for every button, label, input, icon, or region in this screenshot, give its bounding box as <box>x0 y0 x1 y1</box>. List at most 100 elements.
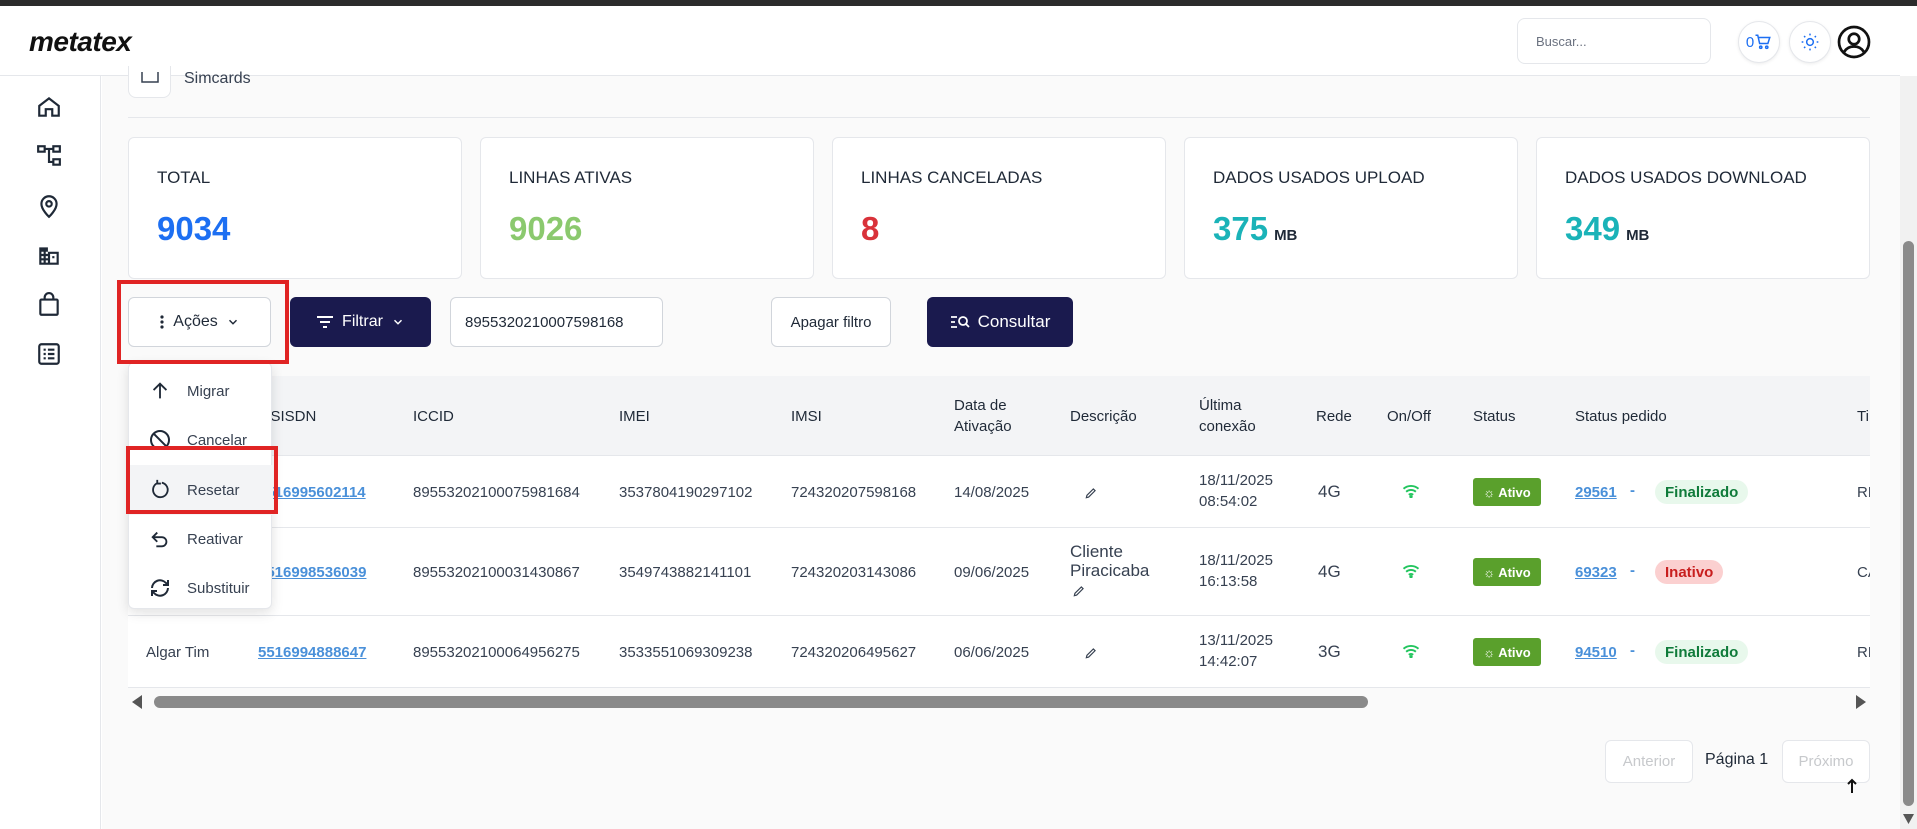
msisdn-link[interactable]: 5516995602114 <box>258 484 366 501</box>
horizontal-scrollbar[interactable] <box>128 690 1870 714</box>
imsi-cell: 724320206495627 <box>791 644 917 661</box>
th-status-pedido[interactable]: Status pedido <box>1575 408 1667 425</box>
hierarchy-icon[interactable] <box>36 143 62 169</box>
reset-icon <box>147 477 173 503</box>
th-rede[interactable]: Rede <box>1316 408 1352 425</box>
th-ti[interactable]: Ti <box>1857 408 1869 425</box>
acoes-button[interactable]: Ações <box>128 297 271 347</box>
pagination-prev-button[interactable]: Anterior <box>1605 740 1693 783</box>
th-ativacao[interactable]: Data de Ativação <box>954 395 1012 437</box>
msisdn-link[interactable]: 5516998536039 <box>258 564 367 581</box>
menu-item-reativar[interactable]: Reativar <box>129 514 273 564</box>
wifi-icon <box>1402 564 1420 578</box>
theme-toggle-button[interactable] <box>1789 21 1831 63</box>
scroll-right-icon[interactable] <box>1854 695 1866 709</box>
card-dados-download: DADOS USADOS DOWNLOAD 349 MB <box>1536 137 1870 279</box>
pagination-next-button[interactable]: Próximo <box>1782 740 1870 783</box>
filtrar-button[interactable]: Filtrar <box>290 297 431 347</box>
breadcrumb-title: Simcards <box>184 70 251 87</box>
card-value-number: 9034 <box>157 210 231 247</box>
scroll-top-arrow-icon[interactable] <box>1846 778 1858 794</box>
location-pin-icon[interactable] <box>36 193 62 219</box>
card-value-number: 375 <box>1213 210 1269 247</box>
edit-pencil-icon[interactable] <box>1084 486 1098 500</box>
wifi-icon <box>1402 484 1420 498</box>
status-label: Ativo <box>1498 484 1531 500</box>
cart-button[interactable]: 0 <box>1738 21 1780 63</box>
pedido-link[interactable]: 94510 <box>1575 644 1617 661</box>
acoes-label: Ações <box>173 313 218 330</box>
table-row[interactable]: Algar Tim 5516994888647 8955320210006495… <box>128 616 1870 688</box>
edit-pencil-icon[interactable] <box>1072 584 1086 598</box>
card-title: LINHAS ATIVAS <box>509 168 633 187</box>
card-value: 8 <box>861 210 879 248</box>
conexao-cell: 13/11/2025 14:42:07 <box>1199 630 1273 672</box>
ti-cell: RE <box>1857 644 1870 661</box>
horizontal-scroll-thumb[interactable] <box>154 696 1368 708</box>
undo-icon <box>147 526 173 552</box>
vertical-scrollbar[interactable] <box>1900 76 1917 829</box>
highlight-box-resetar <box>126 446 278 514</box>
acoes-dropdown-menu: Migrar Cancelar Resetar Reativar Substit… <box>128 362 273 609</box>
scroll-left-icon[interactable] <box>132 695 144 709</box>
menu-item-substituir[interactable]: Substituir <box>129 563 273 613</box>
list-icon[interactable] <box>36 341 62 367</box>
conexao-time: 14:42:07 <box>1199 653 1258 670</box>
th-onoff[interactable]: On/Off <box>1387 408 1431 425</box>
filter-input[interactable] <box>450 297 663 347</box>
menu-item-label: Cancelar <box>187 431 248 449</box>
home-icon[interactable] <box>36 94 62 120</box>
pedido-status-badge: Finalizado <box>1655 640 1749 664</box>
shopping-bag-icon[interactable] <box>36 292 62 318</box>
simcard-icon <box>141 72 159 83</box>
consultar-button[interactable]: Consultar <box>927 297 1073 347</box>
vertical-scroll-thumb[interactable] <box>1903 241 1914 806</box>
imsi-cell: 724320207598168 <box>791 484 917 501</box>
wifi-icon <box>1402 644 1420 658</box>
msisdn-link[interactable]: 5516994888647 <box>258 644 367 661</box>
imsi-cell: 724320203143086 <box>791 564 917 581</box>
pagination-page-label: Página 1 <box>1705 751 1769 768</box>
iccid-cell: 89553202100031430867 <box>413 564 580 581</box>
status-label: Ativo <box>1498 644 1531 660</box>
th-descricao[interactable]: Descrição <box>1070 408 1137 425</box>
th-imei[interactable]: IMEI <box>619 408 650 425</box>
edit-pencil-icon[interactable] <box>1084 646 1098 660</box>
pedido-status-badge: Finalizado <box>1655 480 1749 504</box>
imei-cell: 3537804190297102 <box>619 484 753 501</box>
pedido-link[interactable]: 29561 <box>1575 484 1617 501</box>
sun-icon: ☼ <box>1483 644 1496 660</box>
menu-item-resetar[interactable]: Resetar <box>129 465 273 515</box>
ativacao-cell: 14/08/2025 <box>954 484 1030 501</box>
scroll-down-icon[interactable] <box>1903 814 1914 824</box>
kebab-icon <box>160 315 164 329</box>
search-input[interactable] <box>1517 18 1711 64</box>
th-conexao[interactable]: Última conexão <box>1199 395 1256 437</box>
th-imsi[interactable]: IMSI <box>791 408 822 425</box>
sun-icon <box>1801 33 1819 51</box>
th-iccid[interactable]: ICCID <box>413 408 454 425</box>
menu-item-migrar[interactable]: Migrar <box>129 366 273 416</box>
th-msisdn[interactable]: MSISDN <box>258 408 317 425</box>
pedido-dash: - <box>1630 482 1635 499</box>
apagar-filtro-button[interactable]: Apagar filtro <box>771 297 891 347</box>
buildings-icon[interactable] <box>36 242 62 268</box>
pedido-dash: - <box>1630 562 1635 579</box>
conexao-time: 08:54:02 <box>1199 493 1258 510</box>
header: metatex 0 <box>0 6 1900 76</box>
highlight-box-acoes <box>117 280 289 364</box>
table-row[interactable]: 5516995602114 89553202100075981684 35378… <box>128 456 1870 528</box>
menu-item-cancelar[interactable]: Cancelar <box>129 415 273 465</box>
rede-cell: 3G <box>1318 642 1341 661</box>
card-title: TOTAL <box>157 168 211 187</box>
descricao-line1: Cliente <box>1070 542 1123 561</box>
pedido-link[interactable]: 69323 <box>1575 564 1617 581</box>
card-value-number: 8 <box>861 210 880 247</box>
table-row[interactable]: 5516998536039 89553202100031430867 35497… <box>128 528 1870 616</box>
conexao-cell: 18/11/2025 08:54:02 <box>1199 470 1273 512</box>
card-linhas-ativas: LINHAS ATIVAS 9026 <box>480 137 814 279</box>
user-avatar-icon[interactable] <box>1836 24 1872 60</box>
descricao-cell: Cliente Piracicaba <box>1070 542 1149 580</box>
th-status[interactable]: Status <box>1473 408 1516 425</box>
status-badge: ☼ Ativo <box>1473 558 1541 586</box>
